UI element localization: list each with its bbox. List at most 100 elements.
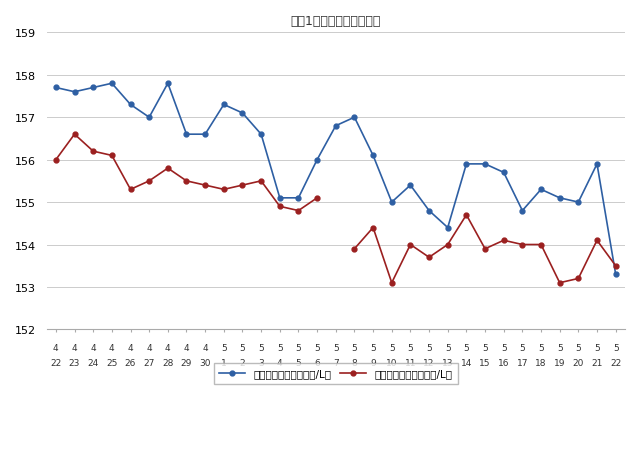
ハイオク看板価格（円/L） [52, 86, 60, 91]
ハイオク実売価格（円/L） [276, 204, 284, 210]
Text: 13: 13 [442, 358, 454, 367]
ハイオク看板価格（円/L） [351, 115, 358, 121]
Text: 15: 15 [479, 358, 491, 367]
Text: 14: 14 [461, 358, 472, 367]
ハイオク看板価格（円/L） [556, 196, 564, 201]
ハイオク実売価格（円/L） [145, 179, 153, 184]
ハイオク看板価格（円/L） [481, 162, 489, 167]
Text: 5: 5 [408, 343, 413, 352]
Text: 11: 11 [404, 358, 416, 367]
ハイオク看板価格（円/L） [593, 162, 601, 167]
Text: 21: 21 [591, 358, 603, 367]
Text: 6: 6 [314, 358, 320, 367]
Text: 4: 4 [53, 343, 59, 352]
Text: 4: 4 [165, 343, 171, 352]
Text: 9: 9 [370, 358, 376, 367]
ハイオク看板価格（円/L） [518, 208, 526, 214]
Text: 12: 12 [424, 358, 435, 367]
Text: 17: 17 [516, 358, 528, 367]
Text: 8: 8 [351, 358, 357, 367]
ハイオク看板価格（円/L） [463, 162, 470, 167]
Title: 最近1ヶ月のハイオク価格: 最近1ヶ月のハイオク価格 [291, 15, 381, 28]
Text: 1: 1 [221, 358, 227, 367]
ハイオク看板価格（円/L） [444, 225, 452, 231]
ハイオク実売価格（円/L） [108, 153, 116, 159]
ハイオク看板価格（円/L） [500, 170, 508, 176]
Text: 4: 4 [184, 343, 189, 352]
ハイオク実売価格（円/L） [90, 149, 97, 155]
Text: 5: 5 [482, 343, 488, 352]
Text: 3: 3 [259, 358, 264, 367]
Text: 5: 5 [314, 343, 320, 352]
Text: 2: 2 [239, 358, 245, 367]
ハイオク実売価格（円/L） [220, 187, 228, 192]
Line: ハイオク看板価格（円/L）: ハイオク看板価格（円/L） [54, 81, 618, 277]
Text: 5: 5 [333, 343, 339, 352]
Text: 4: 4 [277, 358, 283, 367]
ハイオク看板価格（円/L） [294, 196, 302, 201]
Text: 4: 4 [147, 343, 152, 352]
Text: 4: 4 [90, 343, 96, 352]
ハイオク看板価格（円/L） [575, 200, 582, 205]
ハイオク実売価格（円/L） [52, 157, 60, 163]
Text: 4: 4 [202, 343, 208, 352]
ハイオク看板価格（円/L） [332, 124, 340, 129]
Text: 25: 25 [106, 358, 118, 367]
Text: 28: 28 [162, 358, 173, 367]
Text: 24: 24 [88, 358, 99, 367]
Text: 5: 5 [239, 343, 245, 352]
ハイオク実売価格（円/L） [164, 166, 172, 172]
ハイオク看板価格（円/L） [202, 132, 209, 137]
ハイオク看板価格（円/L） [369, 153, 377, 159]
Text: 26: 26 [125, 358, 136, 367]
ハイオク看板価格（円/L） [406, 183, 414, 188]
Text: 5: 5 [557, 343, 563, 352]
Text: 22: 22 [610, 358, 621, 367]
Text: 4: 4 [109, 343, 115, 352]
ハイオク看板価格（円/L） [388, 200, 396, 205]
Text: 16: 16 [498, 358, 509, 367]
Text: 5: 5 [259, 343, 264, 352]
ハイオク看板価格（円/L） [313, 157, 321, 163]
Legend: ハイオク看板価格（円/L）, ハイオク実売価格（円/L）: ハイオク看板価格（円/L）, ハイオク実売価格（円/L） [214, 364, 458, 384]
Text: 4: 4 [72, 343, 77, 352]
ハイオク実売価格（円/L） [239, 183, 246, 188]
Text: 5: 5 [351, 343, 357, 352]
Text: 7: 7 [333, 358, 339, 367]
Text: 5: 5 [445, 343, 451, 352]
ハイオク看板価格（円/L） [70, 90, 78, 95]
Text: 30: 30 [200, 358, 211, 367]
Text: 5: 5 [501, 343, 507, 352]
ハイオク看板価格（円/L） [257, 132, 265, 137]
ハイオク看板価格（円/L） [220, 102, 228, 108]
ハイオク実売価格（円/L） [202, 183, 209, 188]
Text: 5: 5 [370, 343, 376, 352]
Text: 10: 10 [386, 358, 397, 367]
ハイオク看板価格（円/L） [182, 132, 190, 137]
ハイオク実売価格（円/L） [70, 132, 78, 137]
Text: 19: 19 [554, 358, 566, 367]
Text: 29: 29 [181, 358, 192, 367]
ハイオク看板価格（円/L） [276, 196, 284, 201]
ハイオク実売価格（円/L） [313, 196, 321, 201]
ハイオク看板価格（円/L） [425, 208, 433, 214]
Text: 4: 4 [128, 343, 133, 352]
Text: 5: 5 [575, 343, 581, 352]
Text: 5: 5 [463, 343, 469, 352]
ハイオク実売価格（円/L） [182, 179, 190, 184]
Text: 5: 5 [426, 343, 432, 352]
ハイオク実売価格（円/L） [294, 208, 302, 214]
Text: 5: 5 [538, 343, 544, 352]
ハイオク看板価格（円/L） [239, 111, 246, 116]
ハイオク実売価格（円/L） [257, 179, 265, 184]
Text: 23: 23 [69, 358, 80, 367]
ハイオク看板価格（円/L） [537, 187, 545, 192]
Text: 5: 5 [277, 343, 283, 352]
Text: 5: 5 [296, 343, 301, 352]
Text: 5: 5 [389, 343, 395, 352]
Text: 5: 5 [296, 358, 301, 367]
ハイオク実売価格（円/L） [127, 187, 134, 192]
Text: 27: 27 [143, 358, 155, 367]
Text: 18: 18 [535, 358, 547, 367]
Text: 5: 5 [520, 343, 525, 352]
